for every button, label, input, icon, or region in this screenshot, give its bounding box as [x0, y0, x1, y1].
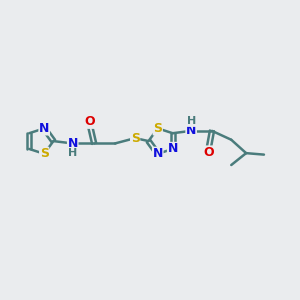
Text: O: O [84, 115, 95, 128]
Text: N: N [153, 147, 163, 160]
Text: N: N [167, 142, 178, 155]
Text: N: N [68, 137, 78, 150]
Text: N: N [39, 122, 49, 135]
Text: O: O [203, 146, 214, 159]
Text: H: H [68, 148, 77, 158]
Text: N: N [186, 124, 196, 137]
Text: H: H [187, 116, 196, 126]
Text: S: S [130, 132, 140, 145]
Text: S: S [40, 147, 49, 160]
Text: S: S [153, 122, 162, 135]
